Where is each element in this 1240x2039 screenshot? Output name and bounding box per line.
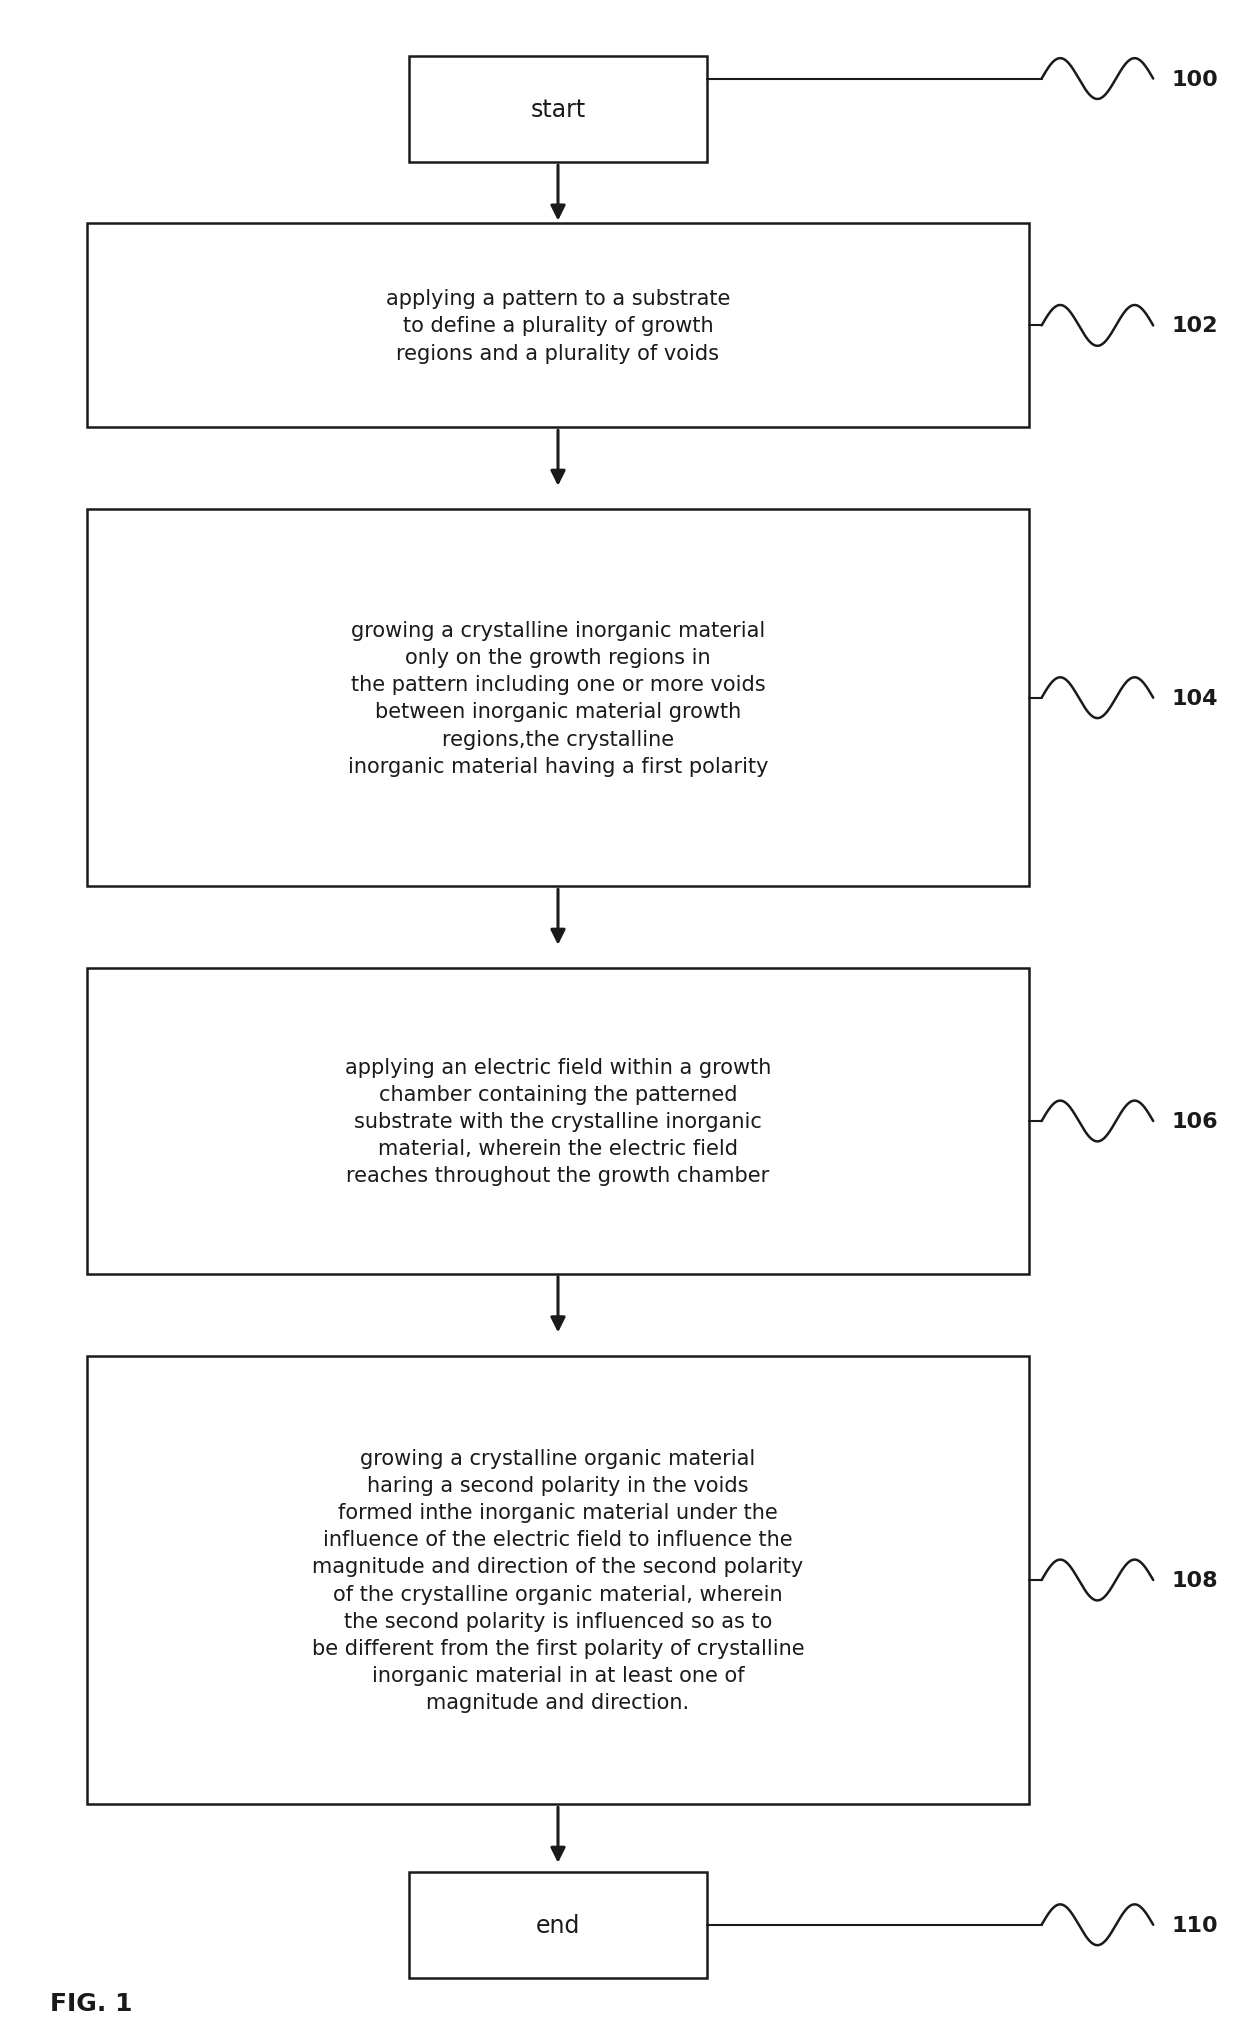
Text: 110: 110: [1172, 1915, 1219, 1935]
FancyBboxPatch shape: [409, 57, 707, 163]
FancyBboxPatch shape: [87, 510, 1029, 887]
Text: 108: 108: [1172, 1570, 1219, 1590]
Text: applying an electric field within a growth
chamber containing the patterned
subs: applying an electric field within a grow…: [345, 1056, 771, 1187]
Text: 102: 102: [1172, 316, 1218, 336]
Text: end: end: [536, 1913, 580, 1937]
FancyBboxPatch shape: [87, 224, 1029, 428]
Text: 104: 104: [1172, 689, 1218, 708]
Text: start: start: [531, 98, 585, 122]
Text: growing a crystalline organic material
haring a second polarity in the voids
for: growing a crystalline organic material h…: [311, 1448, 805, 1713]
FancyBboxPatch shape: [409, 1872, 707, 1978]
FancyBboxPatch shape: [87, 969, 1029, 1274]
Text: FIG. 1: FIG. 1: [50, 1990, 133, 2015]
Text: growing a crystalline inorganic material
only on the growth regions in
the patte: growing a crystalline inorganic material…: [347, 620, 769, 777]
FancyBboxPatch shape: [87, 1356, 1029, 1805]
Text: 100: 100: [1172, 69, 1219, 90]
Text: 106: 106: [1172, 1111, 1219, 1132]
Text: applying a pattern to a substrate
to define a plurality of growth
regions and a : applying a pattern to a substrate to def…: [386, 290, 730, 363]
